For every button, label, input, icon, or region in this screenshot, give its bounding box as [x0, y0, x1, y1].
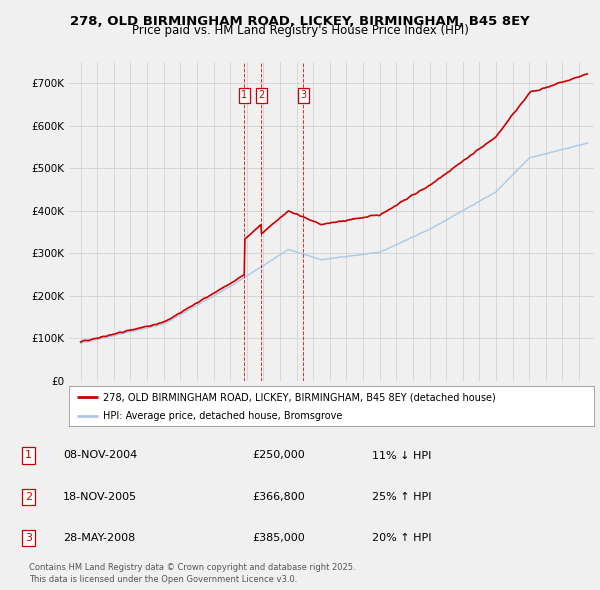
Text: Price paid vs. HM Land Registry's House Price Index (HPI): Price paid vs. HM Land Registry's House …: [131, 24, 469, 37]
Text: HPI: Average price, detached house, Bromsgrove: HPI: Average price, detached house, Brom…: [103, 411, 343, 421]
Text: 278, OLD BIRMINGHAM ROAD, LICKEY, BIRMINGHAM, B45 8EY: 278, OLD BIRMINGHAM ROAD, LICKEY, BIRMIN…: [70, 15, 530, 28]
Text: 3: 3: [301, 90, 307, 100]
Text: £366,800: £366,800: [252, 492, 305, 502]
Text: 25% ↑ HPI: 25% ↑ HPI: [372, 492, 431, 502]
Text: £385,000: £385,000: [252, 533, 305, 543]
Text: 08-NOV-2004: 08-NOV-2004: [63, 451, 137, 460]
Text: 3: 3: [25, 533, 32, 543]
Text: 20% ↑ HPI: 20% ↑ HPI: [372, 533, 431, 543]
Text: Contains HM Land Registry data © Crown copyright and database right 2025.
This d: Contains HM Land Registry data © Crown c…: [29, 563, 355, 584]
Text: 11% ↓ HPI: 11% ↓ HPI: [372, 451, 431, 460]
Text: 2: 2: [258, 90, 265, 100]
Text: £250,000: £250,000: [252, 451, 305, 460]
Text: 1: 1: [25, 451, 32, 460]
Text: 18-NOV-2005: 18-NOV-2005: [63, 492, 137, 502]
Text: 1: 1: [241, 90, 248, 100]
Text: 278, OLD BIRMINGHAM ROAD, LICKEY, BIRMINGHAM, B45 8EY (detached house): 278, OLD BIRMINGHAM ROAD, LICKEY, BIRMIN…: [103, 392, 496, 402]
Text: 28-MAY-2008: 28-MAY-2008: [63, 533, 135, 543]
Text: 2: 2: [25, 492, 32, 502]
